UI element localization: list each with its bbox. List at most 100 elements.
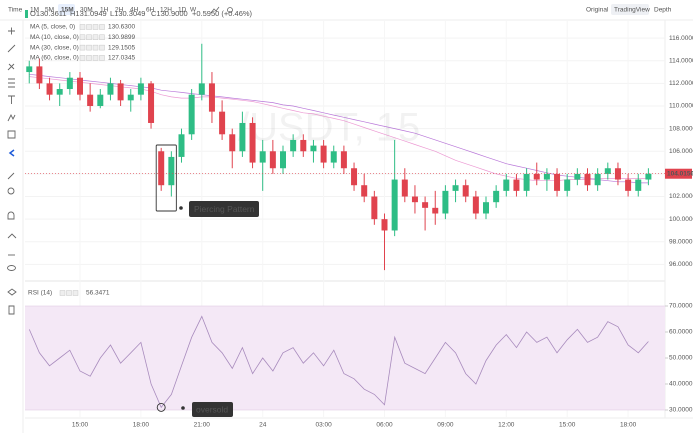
pattern-tool[interactable] (7, 113, 16, 122)
legend-icon[interactable] (92, 44, 99, 51)
y-tick-label: 102.0000 (669, 193, 693, 200)
candle-body (36, 66, 43, 84)
candle-body (269, 151, 276, 169)
legend-icon[interactable] (99, 24, 105, 30)
magnet-tool[interactable] (7, 211, 15, 220)
candle-body (117, 83, 124, 101)
candle-body (584, 173, 591, 186)
y-tick-label: 100.0000 (669, 216, 693, 223)
candle-body (391, 179, 398, 231)
rsi-line (28, 315, 649, 409)
legend-icon[interactable] (59, 290, 66, 296)
x-tick-label: 18:00 (133, 422, 150, 429)
candle-body (442, 190, 449, 214)
candle-body (645, 173, 652, 180)
interval-button[interactable]: 12H (160, 7, 172, 14)
legend-icon[interactable] (92, 24, 99, 30)
layers-tool[interactable] (7, 288, 17, 296)
collapse-tool[interactable] (8, 149, 15, 157)
legend-icon[interactable] (86, 24, 92, 30)
interval-button[interactable]: 30M (80, 7, 93, 14)
crosshair-tool[interactable] (8, 27, 15, 35)
rsi-y-tick-label: 40.0000 (669, 381, 693, 388)
candle-body (523, 173, 530, 191)
fib-tool[interactable] (7, 63, 15, 71)
interval-button[interactable]: 4H (130, 7, 139, 14)
legend-icon[interactable] (92, 34, 99, 40)
candle-body (198, 83, 205, 95)
legend-icon[interactable] (79, 55, 86, 61)
interval-button[interactable]: 2H (115, 7, 124, 14)
ma-line (29, 73, 649, 184)
annotation-dot (181, 406, 185, 410)
interval-button[interactable]: 6H (146, 7, 155, 14)
brush-tool[interactable] (7, 172, 15, 180)
last-price-label: 104.0150 (667, 170, 693, 177)
y-tick-label: 116.0000 (669, 35, 693, 42)
candle-body (46, 83, 53, 95)
text-tool[interactable] (8, 95, 15, 104)
legend-icon[interactable] (86, 44, 92, 51)
visibility-tool[interactable] (7, 265, 16, 271)
view-button[interactable]: TradingView (614, 7, 650, 14)
measure-tool[interactable] (7, 130, 16, 139)
candle-body (361, 185, 368, 197)
ma-legend-value: 127.0345 (108, 55, 135, 62)
last-price-tag (665, 168, 692, 179)
settings-icon[interactable] (227, 7, 233, 13)
candle-body (483, 202, 489, 214)
rsi-y-tick-label: 60.0000 (669, 329, 693, 336)
indicator-icon[interactable] (210, 6, 220, 14)
legend-icon[interactable] (92, 55, 99, 61)
interval-button[interactable]: 5M (45, 7, 54, 14)
candle-body (127, 94, 134, 101)
delete-tool[interactable] (8, 305, 15, 315)
candle-body (310, 145, 317, 152)
zoom-tool[interactable] (7, 187, 15, 195)
x-tick-label: 21:00 (194, 422, 211, 429)
ohlc-value: C130.9000 (151, 9, 188, 18)
legend-icon[interactable] (72, 290, 79, 296)
active-view-bg (611, 4, 649, 15)
lock-tool[interactable] (7, 233, 17, 239)
legend-icon[interactable] (79, 34, 86, 40)
channel-tool[interactable] (8, 78, 15, 88)
legend-icon[interactable] (99, 44, 105, 51)
candle-body (107, 83, 114, 95)
candle-body (513, 179, 520, 191)
candle-body (87, 94, 94, 106)
x-tick-label: 06:00 (376, 422, 393, 429)
view-button[interactable]: Original (586, 7, 609, 14)
legend-icon[interactable] (99, 55, 105, 61)
interval-button[interactable]: 1M (30, 7, 39, 14)
interval-button[interactable]: W (190, 7, 197, 14)
candle-body (158, 151, 165, 186)
interval-button[interactable]: 15M (61, 7, 74, 14)
candle-body (472, 196, 479, 214)
ohlc-value: H131.0949 (70, 9, 107, 18)
candle-body (26, 66, 33, 73)
interval-button: Time (8, 7, 23, 14)
legend-icon[interactable] (79, 44, 86, 51)
interval-button[interactable]: 1H (100, 7, 109, 14)
line-tool[interactable] (7, 44, 16, 53)
legend-icon[interactable] (66, 290, 72, 296)
candle-body (208, 83, 215, 112)
candle-body (432, 207, 439, 214)
view-button[interactable]: Depth (654, 7, 672, 14)
legend-icon[interactable] (79, 24, 86, 30)
legend-icon[interactable] (86, 34, 92, 40)
x-tick-label: 12:00 (498, 422, 515, 429)
header-marker (25, 10, 28, 18)
candle-body (97, 94, 104, 106)
annotation-dot (179, 206, 183, 210)
legend-icon[interactable] (86, 55, 92, 61)
rsi-value: 56.3471 (86, 290, 110, 297)
legend-icon[interactable] (99, 34, 105, 40)
candle-body (56, 89, 63, 95)
interval-button[interactable]: 1D (178, 7, 187, 14)
ohlc-value: L130.3049 (110, 9, 145, 18)
candle-body (401, 179, 408, 197)
candle-body (188, 94, 195, 135)
